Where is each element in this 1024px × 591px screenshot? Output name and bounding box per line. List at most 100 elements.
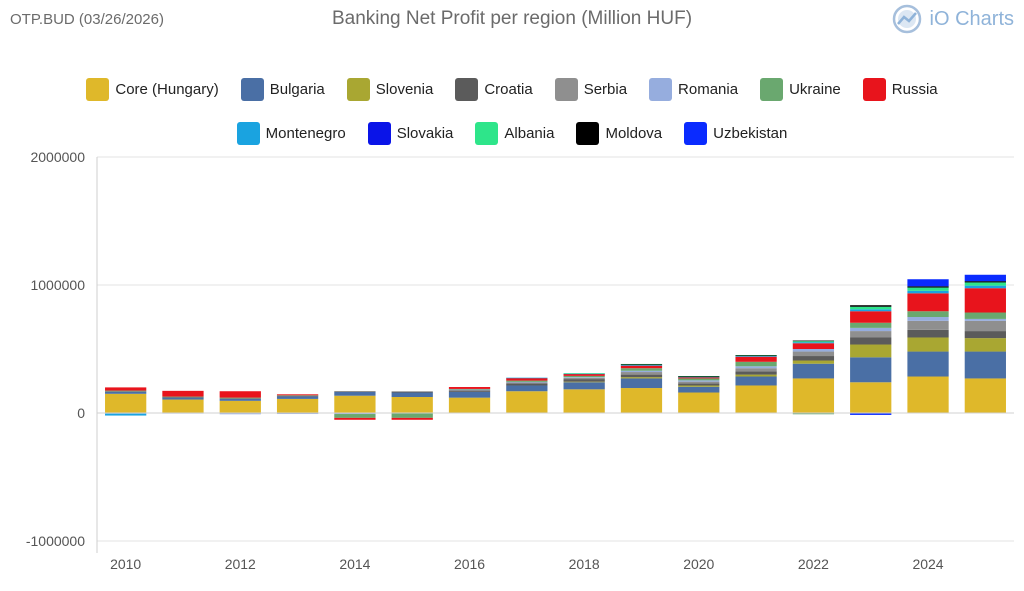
legend-item[interactable]: Moldova	[576, 122, 662, 145]
bar-segment[interactable]	[563, 381, 605, 383]
bar-segment[interactable]	[391, 392, 433, 397]
bar-segment[interactable]	[964, 282, 1006, 286]
bar-segment[interactable]	[678, 392, 720, 413]
bar-segment[interactable]	[792, 413, 835, 415]
bar-segment[interactable]	[448, 389, 491, 391]
bar-segment[interactable]	[850, 327, 892, 332]
bar-segment[interactable]	[850, 305, 892, 307]
bar-segment[interactable]	[735, 385, 777, 413]
bar-segment[interactable]	[850, 306, 892, 310]
bar-segment[interactable]	[964, 285, 1006, 289]
bar-segment[interactable]	[620, 368, 663, 371]
bar-segment[interactable]	[850, 309, 892, 312]
bar-segment[interactable]	[506, 383, 548, 386]
bar-segment[interactable]	[735, 374, 777, 377]
bar-segment[interactable]	[620, 364, 663, 365]
bar-segment[interactable]	[735, 361, 777, 367]
bar-segment[interactable]	[334, 413, 376, 415]
bar-segment[interactable]	[506, 385, 548, 392]
bar-segment[interactable]	[105, 390, 147, 392]
bar-segment[interactable]	[964, 281, 1006, 283]
bar-segment[interactable]	[162, 397, 204, 400]
bar-segment[interactable]	[334, 417, 376, 420]
bar-segment[interactable]	[792, 341, 835, 343]
bar-segment[interactable]	[219, 398, 261, 399]
bar-segment[interactable]	[563, 373, 605, 374]
bar-segment[interactable]	[907, 290, 949, 294]
bar-segment[interactable]	[563, 377, 605, 378]
bar-segment[interactable]	[219, 398, 261, 401]
bar-segment[interactable]	[792, 363, 835, 379]
bar-segment[interactable]	[620, 370, 663, 373]
bar-segment[interactable]	[792, 378, 835, 413]
bar-segment[interactable]	[162, 396, 204, 398]
bar-segment[interactable]	[334, 391, 376, 396]
bar-segment[interactable]	[964, 274, 1006, 282]
bar-segment[interactable]	[678, 380, 720, 382]
bar-segment[interactable]	[735, 376, 777, 386]
bar-segment[interactable]	[678, 381, 720, 384]
bar-segment[interactable]	[448, 387, 491, 389]
bar-segment[interactable]	[563, 389, 605, 413]
bar-segment[interactable]	[105, 413, 147, 416]
bar-segment[interactable]	[506, 382, 548, 384]
legend-item[interactable]: Romania	[649, 78, 738, 101]
bar-segment[interactable]	[276, 395, 319, 397]
bar-segment[interactable]	[219, 413, 261, 415]
bar-segment[interactable]	[964, 312, 1006, 319]
bar-segment[interactable]	[792, 343, 835, 349]
bar-segment[interactable]	[792, 356, 835, 361]
bar-segment[interactable]	[907, 317, 949, 321]
bar-segment[interactable]	[620, 365, 663, 369]
bar-segment[interactable]	[735, 368, 777, 372]
bar-segment[interactable]	[907, 311, 949, 317]
bar-segment[interactable]	[506, 377, 548, 379]
bar-segment[interactable]	[964, 351, 1006, 379]
bar-segment[interactable]	[907, 293, 949, 312]
bar-segment[interactable]	[620, 377, 663, 379]
bar-segment[interactable]	[850, 337, 892, 345]
bar-segment[interactable]	[964, 331, 1006, 339]
bar-segment[interactable]	[506, 391, 548, 413]
bar-segment[interactable]	[964, 338, 1006, 352]
bar-segment[interactable]	[620, 374, 663, 378]
bar-segment[interactable]	[735, 356, 777, 357]
bar-segment[interactable]	[162, 390, 204, 397]
bar-segment[interactable]	[792, 342, 835, 344]
bar-segment[interactable]	[563, 375, 605, 378]
bar-segment[interactable]	[219, 400, 261, 413]
bar-segment[interactable]	[678, 378, 720, 381]
legend-item[interactable]: Core (Hungary)	[86, 78, 219, 101]
bar-segment[interactable]	[850, 413, 892, 415]
bar-segment[interactable]	[907, 329, 949, 338]
legend-item[interactable]: Slovakia	[367, 122, 453, 145]
bar-segment[interactable]	[792, 340, 835, 342]
bar-segment[interactable]	[907, 320, 949, 330]
bar-segment[interactable]	[850, 357, 892, 383]
bar-segment[interactable]	[448, 388, 491, 390]
bar-segment[interactable]	[964, 318, 1006, 321]
bar-segment[interactable]	[678, 377, 720, 379]
bar-segment[interactable]	[907, 337, 949, 352]
bar-segment[interactable]	[506, 381, 548, 383]
bar-segment[interactable]	[105, 393, 147, 413]
bar-segment[interactable]	[735, 371, 777, 375]
legend-item[interactable]: Serbia	[554, 78, 627, 101]
bar-segment[interactable]	[850, 322, 892, 328]
bar-segment[interactable]	[964, 320, 1006, 332]
bar-segment[interactable]	[563, 377, 605, 380]
bar-segment[interactable]	[735, 355, 777, 357]
bar-segment[interactable]	[448, 391, 491, 398]
bar-segment[interactable]	[563, 379, 605, 382]
bar-segment[interactable]	[620, 363, 663, 365]
bar-segment[interactable]	[620, 378, 663, 389]
bar-segment[interactable]	[219, 391, 261, 398]
bar-segment[interactable]	[162, 397, 204, 398]
bar-segment[interactable]	[735, 366, 777, 369]
legend-item[interactable]: Uzbekistan	[684, 122, 787, 145]
bar-segment[interactable]	[334, 414, 376, 418]
bar-segment[interactable]	[850, 331, 892, 338]
bar-segment[interactable]	[678, 385, 720, 387]
bar-segment[interactable]	[907, 376, 949, 413]
bar-segment[interactable]	[391, 397, 433, 413]
